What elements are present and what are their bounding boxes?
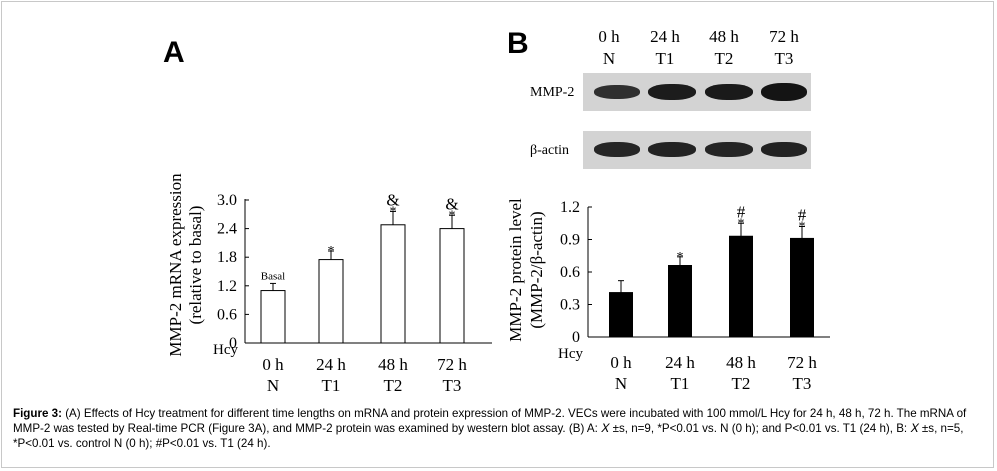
chart-b-xaxis-title: Hcy: [558, 346, 583, 362]
chart-a-y-tick-label: 2.4: [217, 221, 237, 238]
blot-strip-actin: [583, 131, 811, 169]
blot-row-label-actin: β-actin: [530, 143, 569, 158]
chart-b-annotation-star: *: [738, 216, 745, 231]
chart-a-ylabel-2: (relative to basal): [186, 206, 205, 325]
chart-a-y-tick-label: 1.8: [217, 249, 237, 266]
blot-lane-group: T1: [655, 49, 675, 68]
chart-a-category-label: 0 h: [262, 355, 284, 374]
blot-band: [761, 142, 807, 157]
chart-a-bar: [439, 228, 465, 344]
blot-lane-group: N: [602, 49, 616, 68]
blot-lane-time: 24 h: [650, 27, 680, 46]
chart-b-annotation-symbol: #: [737, 202, 746, 221]
chart-b-category-label: 72 h: [787, 353, 817, 372]
chart-b-ylabel: MMP-2 protein level: [506, 198, 525, 342]
chart-a-group-label: T2: [384, 376, 403, 395]
blot-band: [761, 83, 807, 101]
chart-a-annotation-star: *: [390, 204, 397, 219]
chart-b-annotation-symbol: #: [798, 206, 807, 225]
chart-a-y-tick-label: 0.6: [217, 306, 237, 323]
blot-lane-group: T3: [774, 49, 794, 68]
chart-a-y-tick-label: 3.0: [217, 192, 237, 209]
blot-lane-header: 48 h T2: [689, 26, 759, 70]
chart-a-annotation-star: *: [328, 244, 335, 259]
blot-lane-header: 0 h N: [574, 26, 644, 70]
blot-lane-time: 48 h: [709, 27, 739, 46]
chart-b-bar: [609, 292, 633, 338]
chart-b-y-tick-label: 0.9: [560, 232, 580, 249]
chart-b-y-tick-label: 0.6: [560, 264, 580, 281]
chart-a-category-label: 72 h: [437, 355, 467, 374]
chart-b-annotation-star: *: [677, 250, 684, 265]
chart-a-group-label: N: [267, 376, 279, 395]
chart-a-y-tick-label: 1.2: [217, 278, 237, 295]
blot-band: [705, 142, 753, 157]
blot-lane-time: 0 h: [598, 27, 620, 46]
blot-band: [705, 84, 753, 100]
chart-a-annotation-star: *: [449, 208, 456, 223]
chart-a-group-label: T1: [322, 376, 341, 395]
chart-b-bar: [729, 235, 753, 338]
panel-label-b: B: [507, 27, 529, 60]
caption-label: Figure 3:: [13, 407, 62, 420]
blot-strip-mmp2: [583, 73, 811, 111]
chart-b-y-tick-label: 1.2: [560, 199, 580, 216]
chart-a-annotation-symbol: &: [445, 194, 458, 213]
blot-band: [648, 142, 696, 157]
blot-row-label-mmp2: MMP-2: [530, 85, 575, 100]
chart-b-group-label: T1: [671, 374, 690, 393]
blot-lane-header: 24 h T1: [630, 26, 700, 70]
chart-b-y-tick-label: 0: [572, 329, 580, 346]
chart-b-group-label: T2: [732, 374, 751, 393]
chart-a-category-label: 24 h: [316, 355, 346, 374]
blot-lane-time: 72 h: [769, 27, 799, 46]
chart-b-category-label: 0 h: [610, 353, 632, 372]
chart-b-bar: [790, 237, 814, 338]
chart-a-annotation-symbol: &: [386, 190, 399, 209]
caption-text: (A) Effects of Hcy treatment for differe…: [13, 407, 967, 450]
blot-band: [594, 142, 640, 157]
chart-b-group-label: N: [615, 374, 627, 393]
chart-b-annotation-star: *: [799, 220, 806, 235]
chart-b-category-label: 48 h: [726, 353, 756, 372]
figure-caption: Figure 3: (A) Effects of Hcy treatment f…: [13, 406, 988, 451]
blot-lane-group: T2: [714, 49, 734, 68]
chart-a-y-tick-label: 0: [229, 335, 237, 352]
chart-b-ylabel-2: (MMP-2/β-actin): [527, 211, 546, 328]
blot-lane-header: 72 h T3: [749, 26, 819, 70]
chart-b-y-tick-label: 0.3: [560, 297, 580, 314]
chart-a-bar: [318, 259, 344, 344]
chart-a-ylabel: MMP-2 mRNA expression: [166, 173, 185, 357]
chart-b-category-label: 24 h: [665, 353, 695, 372]
chart-b-bar: [668, 265, 692, 338]
chart-a-group-label: T3: [443, 376, 462, 395]
chart-b-group-label: T3: [793, 374, 812, 393]
blot-band: [594, 85, 640, 99]
chart-a-xaxis-title: Hcy: [213, 342, 238, 358]
panel-label-a: A: [163, 36, 185, 69]
chart-a-bar: [260, 290, 286, 344]
blot-band: [648, 84, 696, 100]
chart-a-category-label: 48 h: [378, 355, 408, 374]
chart-a-annotation: Basal: [261, 270, 285, 282]
